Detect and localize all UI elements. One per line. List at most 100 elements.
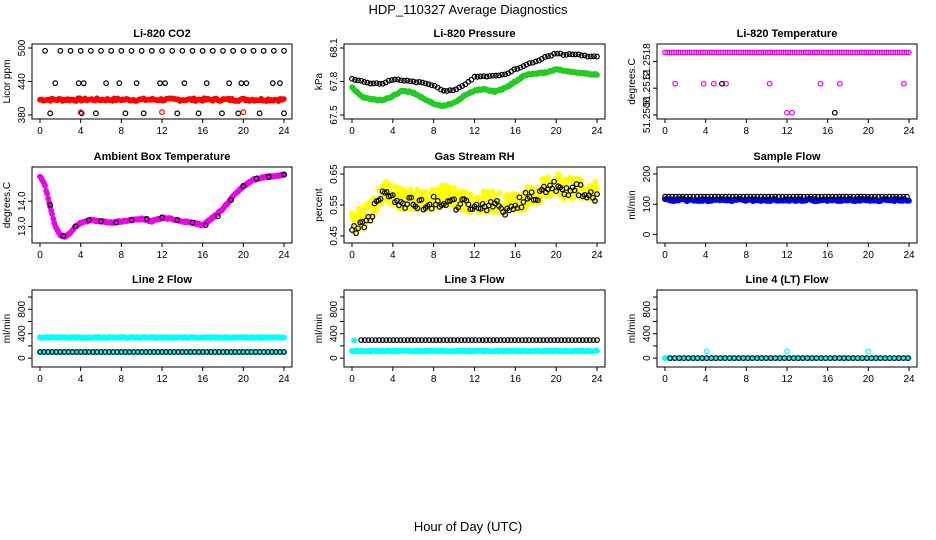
data-point [536,337,543,344]
data-point [569,337,575,344]
data-point [501,337,508,344]
data-point [882,193,889,200]
data-point [822,193,829,200]
data-point [219,110,225,117]
x-tick-label: 4 [78,250,84,261]
data-point [451,337,457,344]
data-point [230,47,237,54]
y-tick-label: 14.0 [17,191,28,211]
data-point [542,54,548,60]
data-point [408,194,415,201]
y-axis-label: percent [314,188,325,222]
data-point [533,337,540,344]
x-tick-label: 0 [37,374,43,385]
y-tick-label: 0 [17,355,28,361]
x-tick-label: 4 [703,374,709,385]
data-point [903,49,910,56]
x-tick-label: 12 [781,250,793,261]
y-tick-label: 13.0 [17,216,28,236]
data-point [592,178,599,185]
data-point [779,193,786,200]
data-point [428,205,435,212]
y-axis-label: Licor ppm [2,60,13,104]
data-point [437,86,444,93]
data-point [486,337,493,344]
data-point [594,191,600,198]
x-tick-label: 4 [703,250,709,261]
data-point [379,337,386,344]
data-point [861,193,868,200]
data-point [407,78,414,85]
data-point [768,193,775,200]
data-point [540,337,547,344]
panel-title: Line 2 Flow [132,274,192,286]
series-2 [703,348,872,355]
data-point [361,337,368,344]
x-tick-label: 16 [822,374,834,385]
data-point [215,213,221,220]
y-tick-label: 800 [642,300,653,317]
data-point [522,337,529,344]
series-2 [42,47,287,117]
data-point [566,51,573,57]
data-point [832,193,839,200]
data-point [355,77,362,84]
data-point [85,217,92,224]
data-point [60,233,67,239]
data-point [479,337,486,344]
data-point [389,192,396,199]
data-point [854,193,861,200]
data-point [240,183,247,190]
data-point [429,337,436,344]
panel-title: Li-820 CO2 [133,28,190,40]
data-point [465,337,472,344]
data-point [511,66,518,73]
data-point [458,337,465,344]
data-point [419,79,426,86]
data-point [386,337,393,344]
data-point [281,349,287,355]
data-point [220,47,226,54]
data-point [52,80,59,87]
data-point [722,193,729,200]
data-point [697,193,704,200]
data-point [483,207,490,214]
data-point [47,110,54,117]
data-point [404,337,411,344]
data-point [140,110,147,117]
data-point [133,80,140,87]
data-point [367,80,374,87]
x-tick-label: 4 [78,374,84,385]
data-point [281,171,287,178]
data-point [571,187,578,194]
y-axis-label: ml/min [2,314,13,343]
panel-frame [343,289,606,368]
data-point [683,193,690,200]
data-point [422,337,429,344]
series-2 [349,178,600,237]
x-tick-label: 20 [238,250,250,261]
data-point [67,47,74,54]
panel-title: Ambient Box Temperature [94,151,231,163]
data-point [353,230,359,237]
data-point [469,337,475,344]
x-tick-label: 12 [156,250,168,261]
data-point [704,193,711,200]
data-point [474,73,481,80]
x-tick-label: 0 [349,374,355,385]
y-tick-label: 51.2512 [642,70,653,107]
x-tick-label: 0 [37,250,43,261]
data-point [447,87,453,94]
data-point [554,50,561,57]
data-point [447,337,454,344]
series-1 [662,49,912,56]
data-point [758,193,764,200]
data-point [547,337,554,344]
data-point [369,213,376,220]
data-point [425,81,432,88]
data-point [436,337,443,344]
y-tick-label: 380 [17,106,28,123]
data-point [517,64,524,71]
y-tick-label: 68.1 [329,38,340,58]
data-point [486,73,493,79]
